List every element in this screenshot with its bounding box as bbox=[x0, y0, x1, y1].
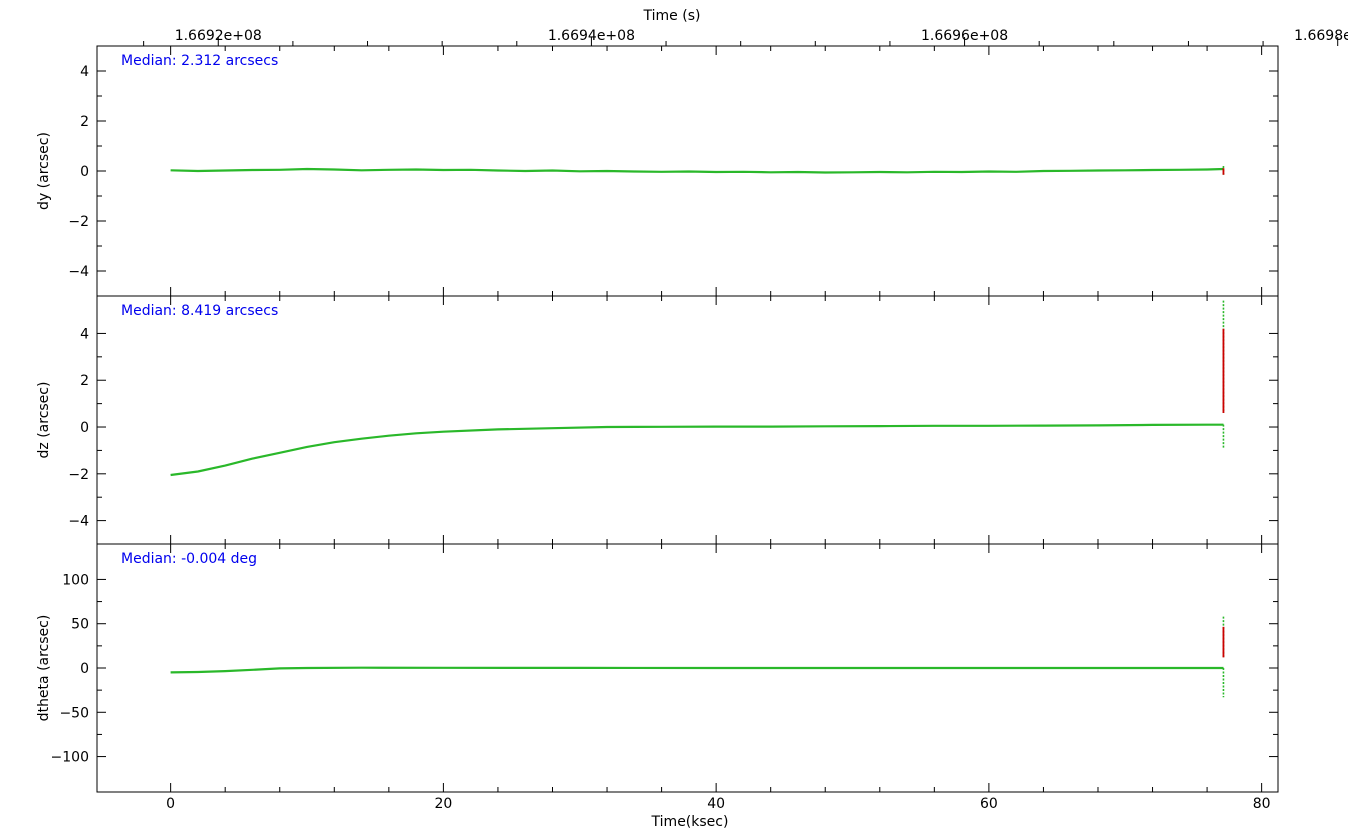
panel-1-series-line bbox=[170, 167, 1224, 174]
bottom-xtick-label: 60 bbox=[980, 796, 998, 812]
panel-3-series-group bbox=[170, 616, 1225, 698]
panel-1-ytick-label: 4 bbox=[80, 64, 89, 80]
panel-2-ytick-label: 0 bbox=[80, 420, 89, 436]
top-xtick-label: 1.6696e+08 bbox=[921, 28, 1008, 44]
bottom-axis-title: Time(ksec) bbox=[651, 814, 729, 830]
top-xtick-label: 1.6692e+08 bbox=[175, 28, 262, 44]
panel-1-series-group bbox=[170, 166, 1225, 175]
panel-3-ytick-label: 50 bbox=[71, 617, 89, 633]
panel-2-frame bbox=[96, 295, 1279, 545]
top-xtick-label: 1.6694e+08 bbox=[548, 28, 635, 44]
panel-3-ytick-label: −100 bbox=[51, 750, 89, 766]
bottom-xtick-label: 0 bbox=[166, 796, 175, 812]
ticks-layer bbox=[97, 37, 1339, 792]
panel-2-series-line bbox=[170, 423, 1224, 477]
panel-1-ytick-label: 2 bbox=[80, 114, 89, 130]
top-axis-title: Time (s) bbox=[643, 8, 701, 24]
panel-2-series-group bbox=[170, 300, 1225, 477]
panel-1-ylabel: dy (arcsec) bbox=[36, 132, 52, 210]
panel-1-ytick-label: −4 bbox=[68, 264, 89, 280]
panel-2-ytick-label: −2 bbox=[68, 467, 89, 483]
labels-layer: Time (s) Time(ksec) 420−2−4dy (arcsec)Me… bbox=[36, 8, 1348, 830]
panel-1-ytick-label: −2 bbox=[68, 214, 89, 230]
panel-3-ytick-label: −50 bbox=[59, 705, 89, 721]
panel-3-median-annotation: Median: -0.004 deg bbox=[121, 551, 257, 567]
bottom-xtick-label: 80 bbox=[1253, 796, 1271, 812]
panel-3-ytick-label: 100 bbox=[62, 572, 89, 588]
panel-3-ylabel: dtheta (arcsec) bbox=[36, 615, 52, 722]
panel-frames bbox=[96, 45, 1279, 793]
panel-2-ytick-label: 4 bbox=[80, 326, 89, 342]
panel-3-ytick-label: 0 bbox=[80, 661, 89, 677]
panel-2-ytick-label: 2 bbox=[80, 373, 89, 389]
panel-2-ylabel: dz (arcsec) bbox=[36, 382, 52, 459]
panel-1-ytick-label: 0 bbox=[80, 164, 89, 180]
panel-3-series-line bbox=[170, 666, 1224, 674]
panel-2-median-annotation: Median: 8.419 arcsecs bbox=[121, 303, 278, 319]
bottom-xtick-label: 40 bbox=[707, 796, 725, 812]
panel-1-median-annotation: Median: 2.312 arcsecs bbox=[121, 53, 278, 69]
series-layer bbox=[170, 166, 1225, 698]
bottom-xtick-label: 20 bbox=[434, 796, 452, 812]
top-xtick-label: 1.6698e+08 bbox=[1294, 28, 1348, 44]
panel-2-ytick-label: −4 bbox=[68, 514, 89, 530]
